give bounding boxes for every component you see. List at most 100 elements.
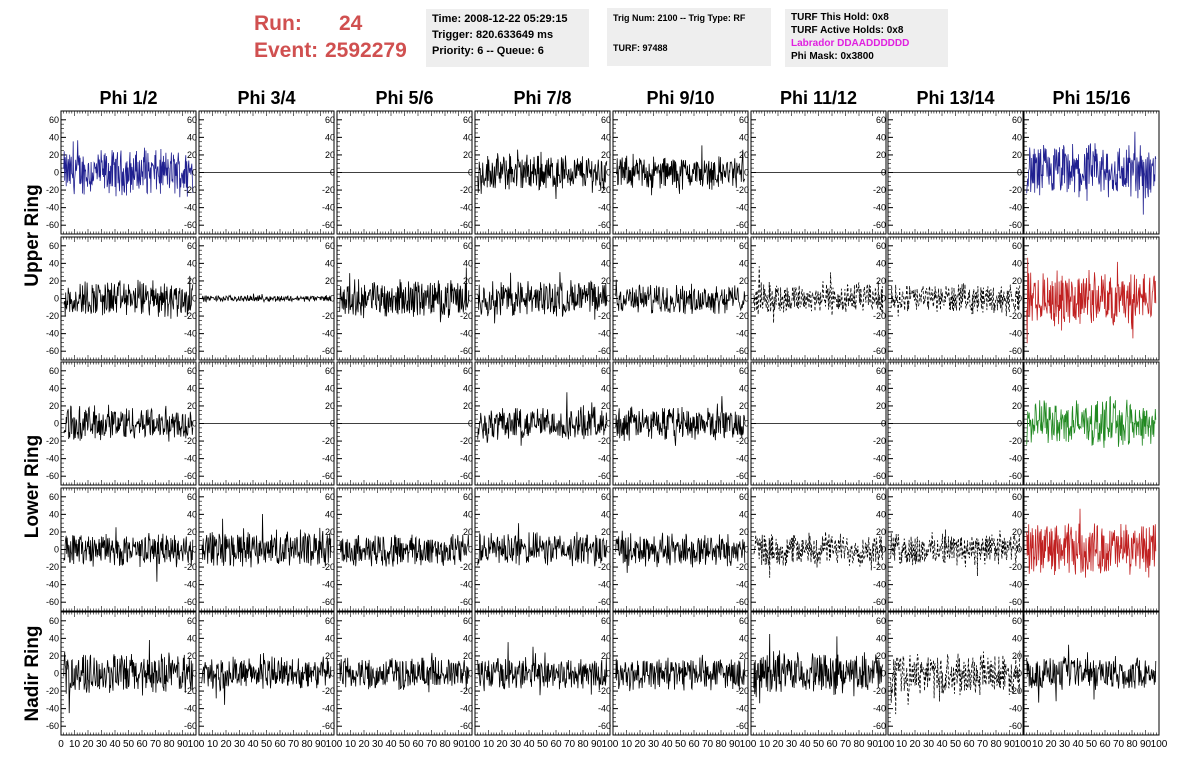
y-tick-label: -20 <box>1009 436 1022 446</box>
y-tick-label: -60 <box>184 471 197 481</box>
y-tick-label: 0 <box>468 545 473 555</box>
y-tick-label: 40 <box>601 509 611 519</box>
y-tick-label: 60 <box>601 241 611 251</box>
y-tick-label: 40 <box>49 509 59 519</box>
y-tick-label: 60 <box>876 241 886 251</box>
y-tick-label: -60 <box>184 346 197 356</box>
y-tick-label: 20 <box>463 150 473 160</box>
y-tick-label: 0 <box>54 419 59 429</box>
y-tick-label: 0 <box>192 419 197 429</box>
y-tick-label: 0 <box>1017 294 1022 304</box>
y-tick-label: 60 <box>49 241 59 251</box>
y-tick-label: 0 <box>192 168 197 178</box>
y-tick-label: 60 <box>325 616 335 626</box>
waveform-panel: -60 -40 -20 0 20 40 60 <box>736 110 887 235</box>
y-tick-label: 60 <box>1012 241 1022 251</box>
y-tick-label: 20 <box>739 401 749 411</box>
y-tick-label: 20 <box>1012 527 1022 537</box>
waveform-panel: -60 -40 -20 0 20 40 60 <box>460 110 611 235</box>
y-tick-label: 0 <box>1017 168 1022 178</box>
y-tick-label: 20 <box>325 527 335 537</box>
waveform-trace <box>63 275 194 319</box>
y-tick-label: -60 <box>46 471 59 481</box>
y-tick-label: 0 <box>606 419 611 429</box>
y-tick-label: -60 <box>598 346 611 356</box>
y-tick-label: 40 <box>325 258 335 268</box>
trig-num-text: Trig Num: 2100 -- Trig Type: RF <box>613 13 746 23</box>
waveform-panel: -60 -40 -20 0 20 40 60 <box>322 487 473 612</box>
y-tick-label: 0 <box>330 294 335 304</box>
y-tick-label: 40 <box>463 132 473 142</box>
ring-title: Lower Ring <box>22 435 43 538</box>
waveform-panel: -60 -40 -20 0 20 40 60 <box>460 361 611 486</box>
run-value: 24 <box>339 12 363 35</box>
y-tick-label: 0 <box>606 168 611 178</box>
y-tick-label: 0 <box>1017 419 1022 429</box>
y-tick-label: 40 <box>187 509 197 519</box>
waveform-trace <box>63 404 194 442</box>
waveform-trace <box>615 279 746 315</box>
y-tick-label: 40 <box>49 383 59 393</box>
y-tick-label: 20 <box>876 276 886 286</box>
y-tick-label: 0 <box>744 294 749 304</box>
waveform-panel: -60 -40 -20 0 20 40 60 <box>460 236 611 361</box>
y-tick-label: 40 <box>876 383 886 393</box>
y-tick-label: 20 <box>739 276 749 286</box>
y-tick-label: -20 <box>460 311 473 321</box>
y-tick-label: -20 <box>873 185 886 195</box>
y-tick-label: 20 <box>1012 150 1022 160</box>
y-tick-label: -60 <box>46 597 59 607</box>
waveform-trace <box>890 283 1021 317</box>
y-tick-label: 20 <box>325 401 335 411</box>
y-tick-label: 20 <box>601 150 611 160</box>
y-tick-label: 0 <box>881 294 886 304</box>
y-tick-label: -40 <box>736 203 749 213</box>
waveform-panel: -60 -40 -20 0 20 40 60 <box>873 487 1024 612</box>
y-tick-label: -40 <box>46 329 59 339</box>
y-tick-label: -60 <box>460 597 473 607</box>
y-tick-label: 0 <box>881 419 886 429</box>
waveform-panel: -60 -40 -20 0 20 40 60 <box>736 361 887 486</box>
y-tick-label: -40 <box>184 580 197 590</box>
y-tick-label: -40 <box>322 580 335 590</box>
y-tick-label: 20 <box>49 401 59 411</box>
column-title: Phi 7/8 <box>513 88 571 108</box>
y-tick-label: -20 <box>322 436 335 446</box>
y-tick-label: 0 <box>606 294 611 304</box>
y-tick-label: 0 <box>54 545 59 555</box>
y-tick-label: -20 <box>184 436 197 446</box>
y-tick-label: -20 <box>184 185 197 195</box>
y-tick-label: 60 <box>325 492 335 502</box>
y-tick-label: 40 <box>325 509 335 519</box>
waveform-trace <box>63 639 194 714</box>
y-tick-label: 20 <box>739 527 749 537</box>
y-tick-label: -20 <box>736 436 749 446</box>
y-tick-label: 20 <box>463 527 473 537</box>
y-tick-label: 60 <box>1012 115 1022 125</box>
y-tick-label: 40 <box>601 132 611 142</box>
y-tick-label: -40 <box>322 203 335 213</box>
y-tick-label: -60 <box>1009 346 1022 356</box>
y-tick-label: -40 <box>46 580 59 590</box>
y-tick-label: -20 <box>873 311 886 321</box>
waveform-trace <box>477 392 608 446</box>
y-tick-label: -60 <box>460 220 473 230</box>
column-title: Phi 15/16 <box>1052 88 1130 108</box>
y-tick-label: 20 <box>187 651 197 661</box>
y-tick-label: 40 <box>463 509 473 519</box>
y-tick-label: 0 <box>192 669 197 679</box>
event-header: Run: 24 Event: 2592279 Time: 2008-12-22 … <box>0 0 1196 80</box>
y-tick-label: -60 <box>736 220 749 230</box>
ring-title: Nadir Ring <box>22 625 43 721</box>
waveform-trace <box>1026 508 1157 578</box>
y-tick-label: -60 <box>1009 471 1022 481</box>
y-tick-label: -20 <box>184 686 197 696</box>
waveform-panel: -60 -40 -20 0 20 40 60 <box>322 361 473 486</box>
y-tick-label: 20 <box>876 401 886 411</box>
turf-this-hold-text: TURF This Hold: 0x8 <box>791 12 889 23</box>
waveform-panel: -60 -40 -20 0 20 40 60 <box>1009 110 1160 235</box>
panel-frame <box>60 361 197 486</box>
waveform-trace <box>201 652 332 705</box>
waveform-panel: -60 -40 -20 0 20 40 60 <box>1009 487 1160 612</box>
y-tick-label: -60 <box>873 346 886 356</box>
